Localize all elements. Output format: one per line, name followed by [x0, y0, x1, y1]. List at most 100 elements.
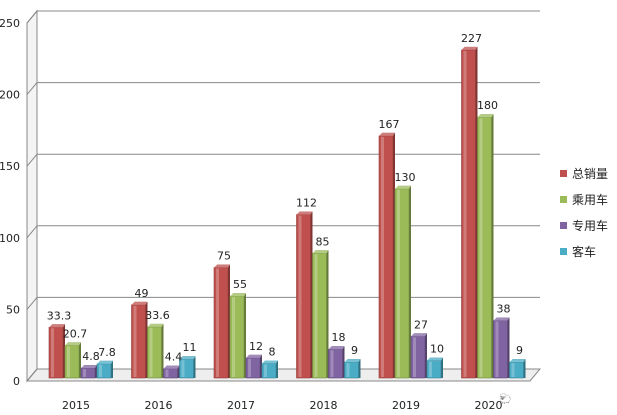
- gridline-side: [26, 82, 38, 95]
- bar-top: [262, 360, 278, 364]
- bar: [213, 264, 230, 379]
- data-label: 10: [430, 343, 444, 356]
- bar-highlight: [67, 346, 70, 377]
- data-label: 33.6: [145, 309, 170, 322]
- bar: [410, 333, 427, 379]
- legend-swatch-total: [560, 169, 567, 177]
- bar: [80, 365, 97, 379]
- bar-highlight: [83, 369, 86, 377]
- x-tick-label: 2018: [310, 399, 338, 412]
- x-tick-label: 2019: [392, 399, 420, 412]
- gridlines: [26, 10, 540, 382]
- legend-label-bus: 客车: [572, 244, 597, 259]
- gridline: [26, 10, 540, 24]
- gridline-side: [26, 368, 38, 382]
- bar-highlight: [232, 297, 235, 377]
- bar-top: [395, 185, 411, 189]
- bar-highlight: [216, 268, 219, 377]
- data-label: 8: [269, 346, 276, 359]
- bar-highlight: [479, 118, 483, 378]
- bar: [509, 359, 526, 379]
- gridline-side: [26, 297, 38, 310]
- bar-highlight: [99, 364, 102, 377]
- x-axis: 2015 2016 2017 2018 2019 2020: [62, 399, 503, 412]
- data-label: 33.3: [47, 309, 72, 322]
- gridline: [26, 225, 540, 239]
- bar: [296, 211, 313, 379]
- bar: [96, 360, 113, 379]
- bar-highlight: [381, 136, 384, 377]
- bar-highlight: [149, 327, 153, 377]
- bar-top: [65, 342, 81, 346]
- bar-highlight: [165, 369, 169, 377]
- bar: [477, 114, 494, 379]
- y-tick-label: 200: [0, 89, 20, 102]
- y-axis: 0 50 100 150 200 250: [0, 17, 20, 388]
- data-label: 75: [217, 250, 231, 263]
- legend-swatch-special: [560, 221, 567, 229]
- bar-top: [312, 250, 329, 254]
- bar: [179, 356, 196, 379]
- bar-highlight: [346, 363, 350, 377]
- gridline-side: [26, 10, 38, 24]
- data-label: 18: [332, 331, 346, 344]
- gridline: [26, 296, 540, 310]
- x-tick-label: 2017: [227, 399, 255, 412]
- gridline: [26, 82, 540, 95]
- data-label: 9: [351, 344, 358, 357]
- data-label: 49: [135, 287, 149, 300]
- bar-top: [493, 317, 510, 321]
- bar: [163, 365, 180, 379]
- bar: [48, 324, 65, 379]
- y-tick-label: 250: [0, 17, 20, 30]
- bar: [394, 185, 411, 379]
- bar-highlight: [133, 305, 137, 377]
- gridline-side: [26, 225, 38, 239]
- data-label: 38: [497, 303, 511, 316]
- data-label: 227: [461, 32, 482, 45]
- bar-top: [147, 323, 164, 327]
- bar: [229, 293, 246, 379]
- bar: [461, 46, 478, 379]
- data-label: 11: [183, 341, 197, 354]
- legend-item-special: 专用车: [560, 212, 617, 238]
- x-tick-label: 2015: [62, 399, 90, 412]
- bar: [147, 323, 164, 379]
- bar-top: [49, 324, 65, 328]
- bar: [131, 301, 148, 379]
- gridline: [26, 153, 540, 167]
- y-tick-label: 100: [0, 232, 20, 245]
- legend-item-total: 总销量: [560, 160, 617, 186]
- bar-top: [230, 293, 246, 297]
- bar: [378, 132, 395, 379]
- x-tick-label: 2020: [475, 399, 503, 412]
- bar-top: [477, 114, 494, 118]
- watermark-logo: 🐑: [499, 394, 512, 405]
- bar: [64, 342, 81, 379]
- bar-highlight: [181, 360, 185, 377]
- bar: [245, 354, 262, 379]
- bar: [328, 346, 345, 379]
- bar-top: [461, 46, 478, 50]
- legend-swatch-passenger: [560, 195, 567, 203]
- bar-highlight: [298, 215, 302, 377]
- bar: [493, 317, 510, 379]
- legend-label-passenger: 乘用车: [572, 192, 609, 207]
- data-label: 167: [379, 118, 400, 131]
- data-labels: 33.3 20.7 4.87.8 49 33.6 4.411 75 55 12 8 112 85 18 9…: [47, 32, 523, 364]
- data-label: 9: [516, 344, 523, 357]
- bar-highlight: [314, 254, 318, 377]
- data-label: 20.7: [63, 327, 88, 340]
- data-label: 112: [296, 197, 317, 210]
- data-label: 4.4: [165, 351, 183, 364]
- bar-top: [379, 132, 395, 136]
- bar-top: [427, 357, 443, 361]
- data-label: 7.8: [98, 346, 116, 359]
- bar-top: [163, 365, 180, 369]
- legend-item-passenger: 乘用车: [560, 186, 617, 212]
- legend-label-total: 总销量: [572, 166, 609, 181]
- bar-top: [411, 333, 427, 337]
- bar-top: [131, 301, 148, 305]
- bar: [344, 359, 361, 379]
